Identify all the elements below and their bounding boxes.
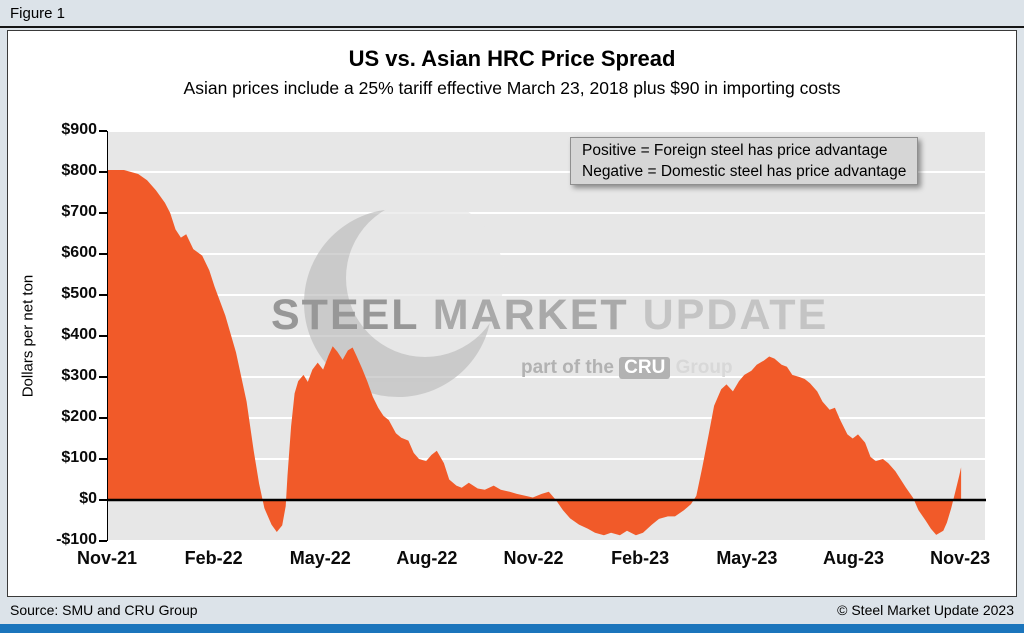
watermark-tagline-suffix: Group <box>675 357 733 378</box>
legend-box: Positive = Foreign steel has price advan… <box>570 137 919 185</box>
watermark-word-steel: STEEL <box>271 291 419 339</box>
smu-watermark: STEEL MARKET UPDATE part of the CRU Grou… <box>108 131 985 541</box>
figure-label: Figure 1 <box>10 5 66 22</box>
y-tick-label: $400 <box>61 326 97 343</box>
y-tick-mark <box>99 376 107 378</box>
copyright-note: © Steel Market Update 2023 <box>837 602 1014 618</box>
y-tick-mark <box>99 130 107 132</box>
watermark-tagline: part of the CRU Group <box>521 357 733 379</box>
cru-logo-icon: CRU <box>619 357 671 379</box>
legend-line-negative: Negative = Domestic steel has price adva… <box>582 163 907 180</box>
y-tick-label: -$100 <box>56 531 97 548</box>
gridline <box>108 376 985 378</box>
gridline <box>108 540 985 542</box>
x-tick-label: Feb-22 <box>184 548 243 568</box>
bottom-accent-bar <box>0 624 1024 633</box>
y-tick-mark <box>99 335 107 337</box>
y-tick-mark <box>99 499 107 501</box>
y-tick-label: $300 <box>61 367 97 384</box>
y-tick-label: $100 <box>61 449 97 466</box>
x-tick-label: May-23 <box>716 548 778 568</box>
x-tick-label: Nov-21 <box>76 548 138 568</box>
y-tick-label: $500 <box>61 285 97 302</box>
y-tick-label: $0 <box>79 490 97 507</box>
gridline <box>108 294 985 296</box>
x-tick-label: Aug-22 <box>396 548 458 568</box>
y-tick-label: $600 <box>61 244 97 261</box>
y-tick-mark <box>99 294 107 296</box>
plot-area: STEEL MARKET UPDATE part of the CRU Grou… <box>107 130 986 542</box>
x-tick-label: Nov-22 <box>503 548 564 568</box>
legend-line-positive: Positive = Foreign steel has price advan… <box>582 142 888 159</box>
y-tick-label: $200 <box>61 408 97 425</box>
watermark-brand-text: STEEL MARKET UPDATE <box>271 291 828 340</box>
y-tick-label: $900 <box>61 121 97 138</box>
y-tick-mark <box>99 540 107 542</box>
gridline <box>108 130 985 132</box>
gridline <box>108 417 985 419</box>
gridline <box>108 458 985 460</box>
area-series <box>108 170 962 536</box>
header-rule <box>0 26 1024 28</box>
watermark-tagline-prefix: part of the <box>521 357 614 378</box>
gridline <box>108 335 985 337</box>
price-spread-area-chart <box>108 170 986 536</box>
x-tick-label: Nov-23 <box>930 548 991 568</box>
y-tick-label: $700 <box>61 203 97 220</box>
chart-subtitle: Asian prices include a 25% tariff effect… <box>183 78 841 98</box>
gridline <box>108 171 985 173</box>
y-tick-mark <box>99 212 107 214</box>
y-tick-label: $800 <box>61 162 97 179</box>
gridline <box>108 253 985 255</box>
y-tick-mark <box>99 171 107 173</box>
x-tick-label: Feb-23 <box>611 548 670 568</box>
x-tick-label: May-22 <box>289 548 351 568</box>
gridline <box>108 212 985 214</box>
y-tick-mark <box>99 417 107 419</box>
chart-title: US vs. Asian HRC Price Spread <box>348 46 676 71</box>
y-tick-mark <box>99 458 107 460</box>
watermark-word-update: UPDATE <box>642 291 829 339</box>
y-axis-title: Dollars per net ton <box>19 274 37 398</box>
x-tick-label: Aug-23 <box>822 548 884 568</box>
y-tick-mark <box>99 253 107 255</box>
watermark-word-market: MARKET <box>432 291 629 339</box>
source-note: Source: SMU and CRU Group <box>10 602 198 618</box>
